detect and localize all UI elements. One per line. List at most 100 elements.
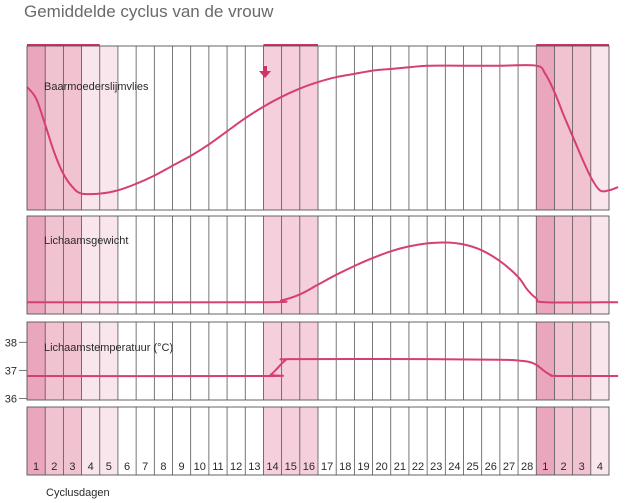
day-shade <box>81 322 101 400</box>
x-tick-label: 10 <box>194 461 206 473</box>
series-line <box>26 64 619 196</box>
day-shade <box>299 46 319 210</box>
day-shade <box>27 407 46 475</box>
day-shade <box>572 322 592 400</box>
y-tick-label: 38 <box>5 337 17 349</box>
x-tick-label: 2 <box>51 461 57 473</box>
day-shade <box>63 216 82 314</box>
y-tick-label: 36 <box>5 393 17 405</box>
day-shade <box>590 216 610 314</box>
series-line <box>26 357 619 378</box>
day-shade <box>63 407 82 475</box>
day-shade <box>263 407 282 475</box>
x-tick-label: 15 <box>285 461 297 473</box>
day-shade <box>554 216 573 314</box>
day-shade <box>263 216 282 314</box>
day-shade <box>81 46 101 210</box>
chart-title: Gemiddelde cyclus van de vrouw <box>24 2 274 21</box>
day-shade <box>281 46 301 210</box>
x-tick-label: 5 <box>106 461 112 473</box>
chart-panels: BaarmoederslijmvliesLichaamsgewicht38373… <box>5 45 619 476</box>
x-tick-label: 4 <box>597 461 603 473</box>
panel-frame <box>26 45 610 211</box>
x-tick-label: 8 <box>160 461 166 473</box>
panel-label: Lichaamstemperatuur (°C) <box>44 342 173 354</box>
x-tick-label: 14 <box>266 461 278 473</box>
day-shade <box>45 322 64 400</box>
day-shade <box>572 216 592 314</box>
x-tick-label: 9 <box>179 461 185 473</box>
panel-frame <box>26 215 610 315</box>
day-shade <box>263 322 282 400</box>
day-shade <box>45 46 64 210</box>
day-shade <box>81 216 101 314</box>
day-axis-row <box>26 406 610 476</box>
x-tick-label: 24 <box>448 461 460 473</box>
x-tick-label: 3 <box>69 461 75 473</box>
panel-1: Baarmoederslijmvlies <box>26 45 619 211</box>
x-tick-label: 17 <box>321 461 333 473</box>
day-shade <box>299 322 319 400</box>
day-shade <box>27 216 46 314</box>
day-shade <box>299 407 319 475</box>
x-axis-title: Cyclusdagen <box>46 487 110 499</box>
x-tick-label: 12 <box>230 461 242 473</box>
x-tick-label: 16 <box>303 461 315 473</box>
x-tick-label: 6 <box>124 461 130 473</box>
day-shade <box>590 407 610 475</box>
x-tick-label: 13 <box>248 461 260 473</box>
x-tick-label: 2 <box>560 461 566 473</box>
x-tick-label: 1 <box>542 461 548 473</box>
x-tick-label: 1 <box>33 461 39 473</box>
panel-frame <box>26 406 610 476</box>
x-tick-label: 27 <box>503 461 515 473</box>
day-shade <box>536 46 555 210</box>
day-shade <box>263 46 282 210</box>
day-shade <box>281 322 301 400</box>
day-shade <box>63 46 82 210</box>
day-shade <box>45 407 64 475</box>
day-shade <box>281 216 301 314</box>
day-shade <box>536 407 555 475</box>
panel-3: 38 37 36 Lichaamstemperatuur (°C) <box>5 321 619 405</box>
x-tick-label: 23 <box>430 461 442 473</box>
x-tick-label: 28 <box>521 461 533 473</box>
day-shade <box>99 46 119 210</box>
day-shade <box>536 322 555 400</box>
x-tick-label: 3 <box>579 461 585 473</box>
x-tick-label: 25 <box>466 461 478 473</box>
x-tick-label: 4 <box>88 461 94 473</box>
ovulation-arrow-icon <box>259 66 271 78</box>
day-shade <box>99 216 119 314</box>
y-tick-label: 37 <box>5 365 17 377</box>
day-shade <box>45 216 64 314</box>
day-shade <box>99 322 119 400</box>
panel-label: Lichaamsgewicht <box>44 235 128 247</box>
x-tick-label: 22 <box>412 461 424 473</box>
panel-frame <box>26 321 610 401</box>
day-shade <box>281 407 301 475</box>
day-shade <box>27 322 46 400</box>
day-shade <box>554 322 573 400</box>
day-shade <box>63 322 82 400</box>
x-tick-label: 7 <box>142 461 148 473</box>
day-shade <box>554 46 573 210</box>
x-tick-label: 26 <box>485 461 497 473</box>
x-tick-label: 19 <box>357 461 369 473</box>
day-shade <box>27 46 46 210</box>
x-tick-labels: 1 2 3 4 5 6 7 8 9 10 11 12 13 14 15 16 17 18 19 20 21 22 23 24 2… <box>33 461 603 473</box>
series-line <box>26 241 619 304</box>
x-tick-label: 21 <box>394 461 406 473</box>
day-shade <box>99 407 119 475</box>
x-tick-label: 20 <box>376 461 388 473</box>
day-shade <box>299 216 319 314</box>
x-tick-label: 11 <box>212 461 223 473</box>
day-shade <box>572 407 592 475</box>
day-shade <box>590 46 610 210</box>
panel-2: Lichaamsgewicht <box>26 215 619 315</box>
day-shade <box>572 46 592 210</box>
day-shade <box>590 322 610 400</box>
x-tick-label: 18 <box>339 461 351 473</box>
panel-label: Baarmoederslijmvlies <box>44 81 149 93</box>
